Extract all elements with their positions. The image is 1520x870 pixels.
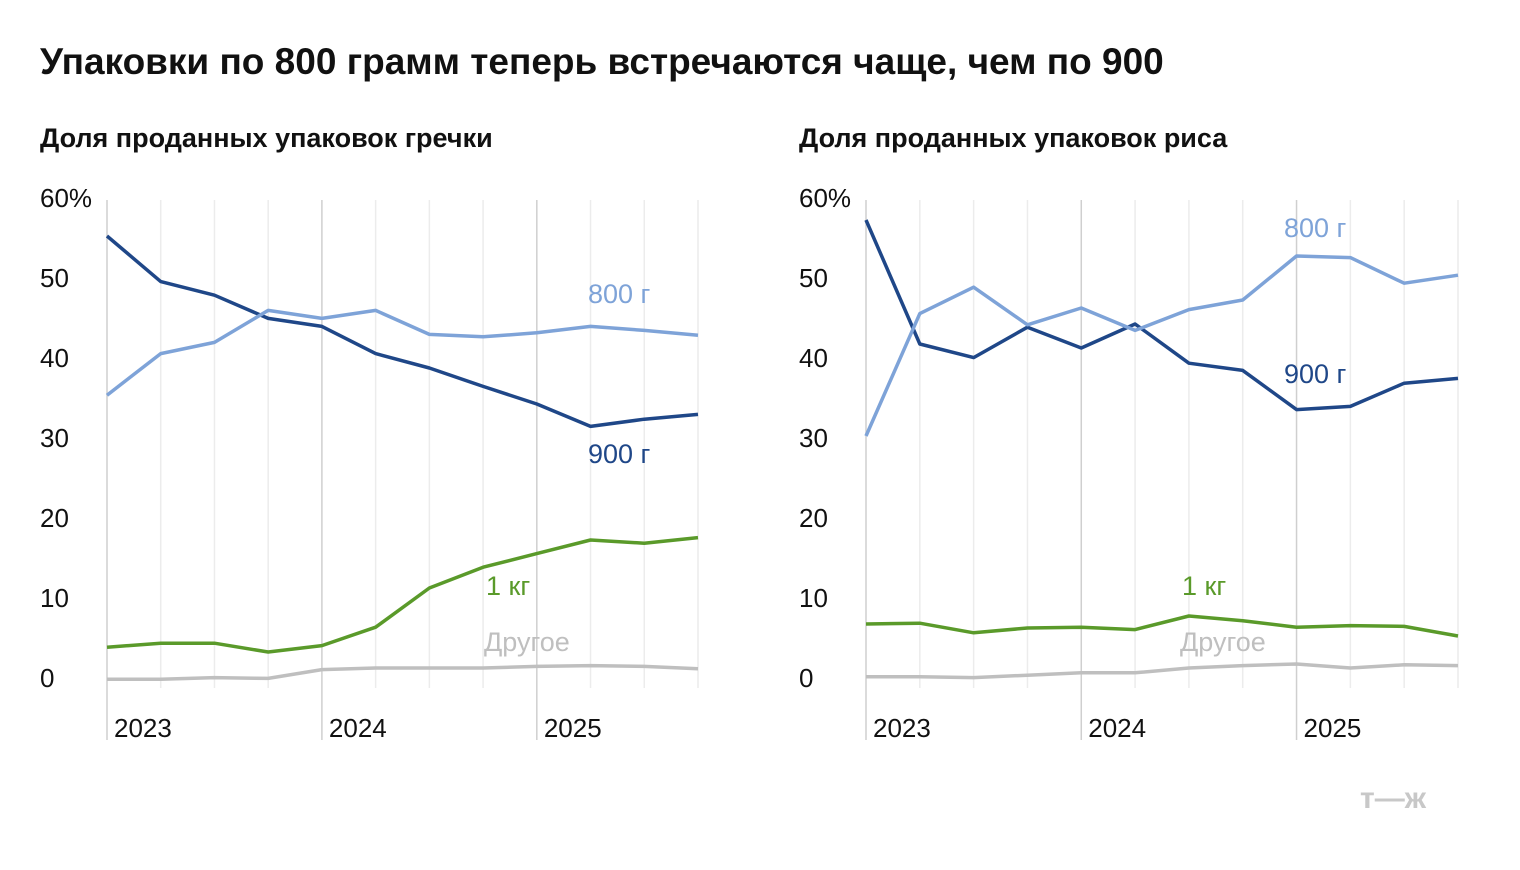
series-label: 1 кг (486, 571, 530, 601)
y-tick-label: 30 (40, 423, 69, 453)
series-line (105, 308, 699, 397)
y-tick-label: 20 (40, 503, 69, 533)
series-line (865, 614, 1459, 638)
y-tick-label: 30 (799, 423, 828, 453)
y-tick-label: 10 (799, 583, 828, 613)
series-line (866, 662, 1459, 680)
y-tick-label: 60% (40, 183, 92, 213)
x-tick-label: 2023 (114, 713, 172, 743)
series-label: 1 кг (1182, 571, 1226, 601)
series-label: 800 г (588, 279, 651, 309)
y-tick-label: 50 (799, 263, 828, 293)
main-title: Упаковки по 800 грамм теперь встречаются… (40, 41, 1164, 82)
y-tick-label: 0 (799, 663, 813, 693)
x-tick-label: 2025 (1304, 713, 1362, 743)
series-line (106, 535, 699, 654)
series-line (864, 254, 1459, 437)
series-line (864, 219, 1459, 412)
y-tick-label: 0 (40, 663, 54, 693)
x-tick-label: 2024 (1088, 713, 1146, 743)
series-line (105, 234, 699, 429)
y-tick-label: 20 (799, 503, 828, 533)
y-tick-label: 60% (799, 183, 851, 213)
series-label: Другое (484, 627, 570, 657)
chart-title: Доля проданных упаковок риса (799, 123, 1228, 153)
series-label: 900 г (588, 439, 651, 469)
y-tick-label: 40 (799, 343, 828, 373)
x-tick-label: 2024 (329, 713, 387, 743)
y-tick-label: 40 (40, 343, 69, 373)
series-line (107, 663, 699, 681)
logo: т—ж (1360, 782, 1427, 815)
y-tick-label: 50 (40, 263, 69, 293)
x-tick-label: 2023 (873, 713, 931, 743)
chart-title: Доля проданных упаковок гречки (40, 123, 493, 153)
series-label: Другое (1180, 627, 1266, 657)
series-label: 800 г (1284, 213, 1347, 243)
series-label: 900 г (1284, 359, 1347, 389)
x-tick-label: 2025 (544, 713, 602, 743)
y-tick-label: 10 (40, 583, 69, 613)
